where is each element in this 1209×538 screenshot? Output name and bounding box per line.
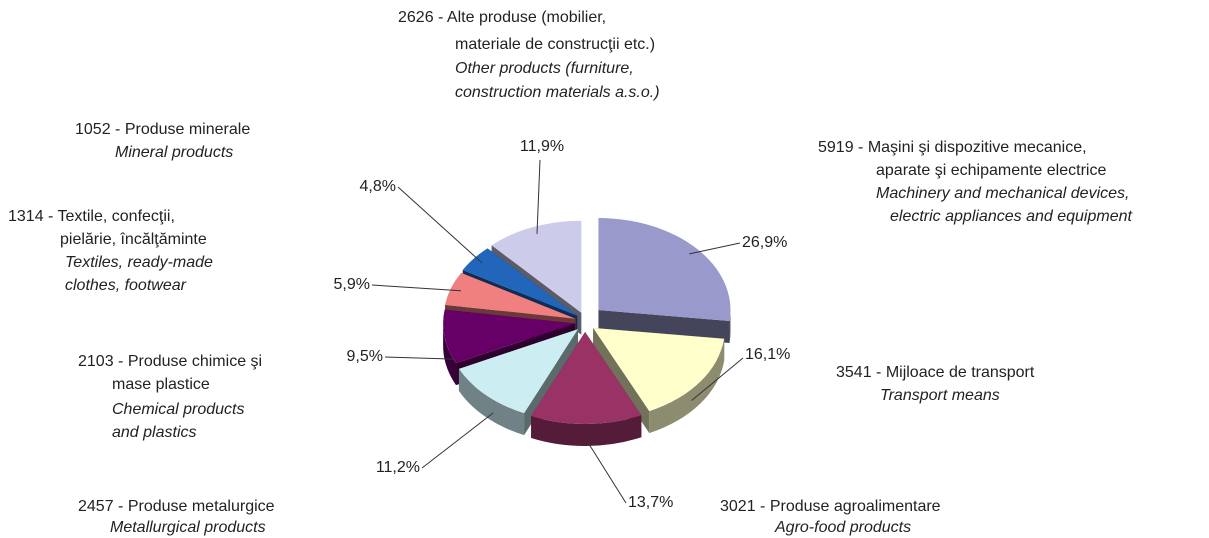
data-label: 4,8% bbox=[360, 178, 396, 195]
slice-side bbox=[729, 310, 731, 344]
data-label: 5,9% bbox=[334, 276, 370, 293]
data-label: 16,1% bbox=[745, 346, 790, 363]
leader-line bbox=[384, 356, 456, 360]
category-label-en: Metallurgical products bbox=[110, 519, 266, 536]
data-label: 11,2% bbox=[376, 459, 420, 476]
category-label-en: Other products (furniture, bbox=[455, 60, 634, 77]
category-label-en: electric appliances and equipment bbox=[890, 208, 1132, 225]
data-label: 13,7% bbox=[628, 494, 673, 511]
data-label: 9,5% bbox=[347, 348, 383, 365]
slice-top bbox=[598, 218, 731, 322]
leader-line bbox=[397, 186, 483, 264]
category-label: aparate şi echipamente electrice bbox=[876, 162, 1106, 179]
category-label: materiale de construcţii etc.) bbox=[455, 36, 655, 53]
leader-line bbox=[421, 412, 494, 469]
category-label-en: Machinery and mechanical devices, bbox=[876, 185, 1129, 202]
slice bbox=[598, 218, 731, 344]
category-label-en: Chemical products bbox=[112, 401, 245, 418]
category-label: 5919 - Maşini şi dispozitive mecanice, bbox=[818, 139, 1087, 156]
data-label: 26,9% bbox=[742, 234, 787, 251]
category-label: 1052 - Produse minerale bbox=[75, 121, 250, 138]
category-label-en: Mineral products bbox=[115, 144, 233, 161]
category-label: 3021 - Produse agroalimentare bbox=[720, 498, 941, 515]
category-label-en: clothes, footwear bbox=[65, 277, 187, 294]
slice-top bbox=[443, 309, 576, 364]
category-label: 2103 - Produse chimice şi bbox=[78, 353, 262, 370]
slice-side bbox=[649, 338, 725, 434]
category-label: 1314 - Textile, confecţii, bbox=[8, 208, 175, 225]
leader-line bbox=[691, 357, 744, 401]
category-label: 2457 - Produse metalurgice bbox=[78, 498, 275, 515]
category-label: pielărie, încălţăminte bbox=[60, 231, 207, 248]
leader-line bbox=[689, 242, 741, 255]
category-label-en: Agro-food products bbox=[774, 519, 911, 536]
slice-top bbox=[491, 220, 582, 313]
data-label: 11,9% bbox=[520, 138, 564, 155]
leader-line bbox=[536, 159, 541, 234]
category-label-en: and plastics bbox=[112, 424, 197, 441]
category-label: 2626 - Alte produse (mobilier, bbox=[398, 9, 606, 26]
slice-side bbox=[458, 368, 525, 436]
category-label-en: construction materials a.s.o.) bbox=[455, 84, 660, 101]
slice-top bbox=[593, 327, 725, 412]
slice bbox=[531, 331, 642, 446]
category-label: 3541 - Mijloace de transport bbox=[836, 364, 1035, 381]
slice-side bbox=[531, 415, 642, 446]
slice-top bbox=[445, 272, 576, 319]
category-label: mase plastice bbox=[112, 376, 210, 393]
leader-line bbox=[585, 439, 627, 504]
category-label-en: Textiles, ready-made bbox=[65, 254, 213, 271]
slice-top bbox=[458, 329, 579, 414]
slice-top bbox=[462, 248, 578, 316]
category-label-en: Transport means bbox=[880, 387, 1000, 404]
leader-line bbox=[371, 284, 461, 292]
slice-top bbox=[531, 331, 642, 424]
slice-side bbox=[443, 323, 457, 386]
